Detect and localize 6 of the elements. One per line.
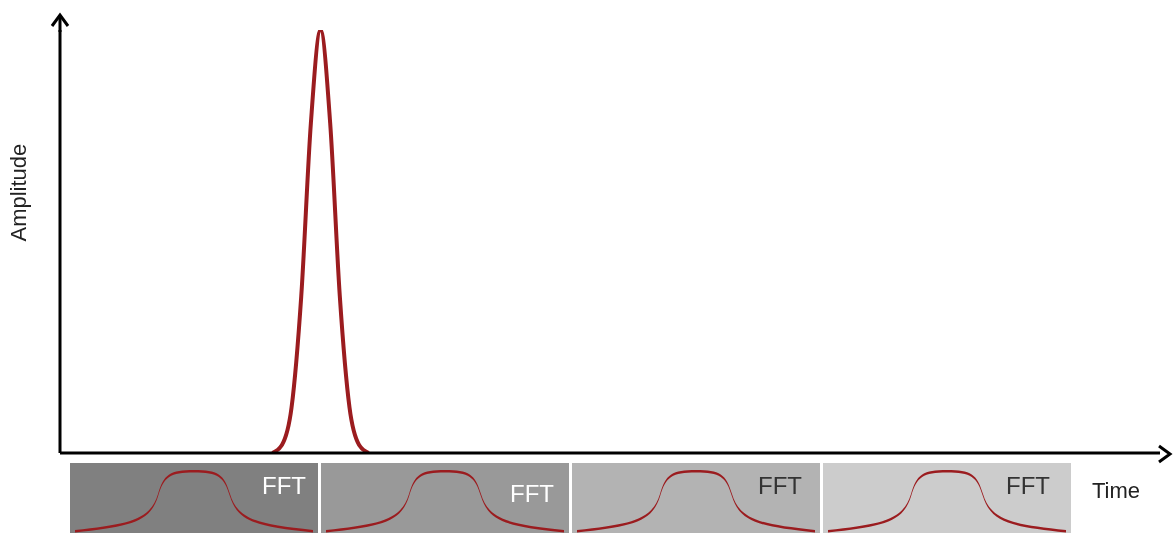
text: FFT	[262, 472, 306, 500]
text: FFT	[1006, 472, 1050, 500]
y-axis-title: Amplitude	[5, 143, 31, 242]
text: FFT	[510, 480, 554, 508]
x-axis-title: Time	[1092, 478, 1141, 504]
text: FFT	[758, 472, 802, 500]
